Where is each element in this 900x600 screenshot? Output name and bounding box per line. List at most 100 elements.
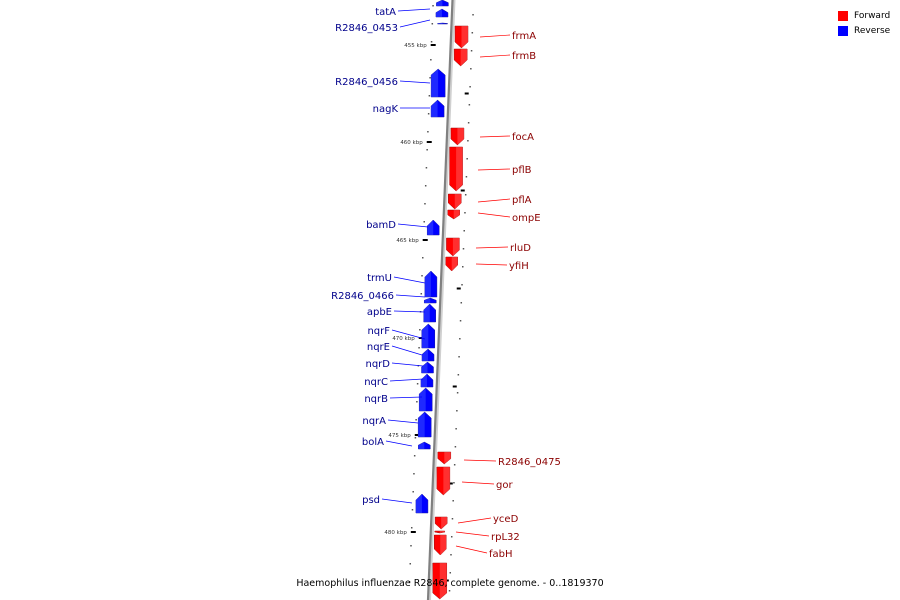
gene-label-bola[interactable]: bolA xyxy=(362,437,384,448)
gene-label-nqrf[interactable]: nqrF xyxy=(367,326,390,337)
legend-reverse-label: Reverse xyxy=(854,25,891,36)
minor-tick xyxy=(410,527,413,529)
gene-shade xyxy=(456,147,463,191)
gene-shade xyxy=(461,26,468,48)
gene-shade xyxy=(420,374,427,387)
minor-tick xyxy=(461,284,463,286)
leader-line xyxy=(475,246,509,249)
gene-label-foca[interactable]: focA xyxy=(512,132,534,143)
minor-tick xyxy=(449,572,452,574)
gene-label-nqre[interactable]: nqrE xyxy=(367,342,390,353)
gene-label-nagk[interactable]: nagK xyxy=(373,104,399,115)
gene-label-pflb[interactable]: pflB xyxy=(512,165,532,176)
major-tick xyxy=(430,44,436,46)
minor-tick xyxy=(460,302,463,304)
gene-label-nqrb[interactable]: nqrB xyxy=(364,394,388,405)
gene-label-nqrd[interactable]: nqrD xyxy=(366,359,391,370)
major-tick xyxy=(464,92,469,95)
minor-tick xyxy=(459,320,462,322)
minor-tick xyxy=(467,122,470,124)
gene-label-r2846-0456[interactable]: R2846_0456 xyxy=(335,77,398,88)
major-tick xyxy=(410,531,416,533)
scale-label: 480 kbp xyxy=(384,530,407,536)
minor-tick xyxy=(448,590,451,592)
genome-backbone xyxy=(426,0,454,600)
gene-shade xyxy=(441,517,448,529)
leader-line xyxy=(389,396,423,399)
gene-label-rpl32[interactable]: rpL32 xyxy=(491,532,520,543)
leader-line xyxy=(479,135,511,138)
map-caption: Haemophilus influenzae R2846, complete g… xyxy=(296,578,604,589)
minor-tick xyxy=(458,356,460,358)
leader-line xyxy=(477,212,511,218)
minor-tick xyxy=(462,248,465,250)
minor-tick xyxy=(464,194,467,196)
gene-label-tata[interactable]: tatA xyxy=(375,7,396,18)
gene-label-bamd[interactable]: bamD xyxy=(366,220,396,231)
scale-label: 460 kbp xyxy=(400,140,423,146)
minor-tick xyxy=(462,266,464,268)
minor-tick xyxy=(409,563,412,565)
gene-label-psd[interactable]: psd xyxy=(362,495,380,506)
leader-line xyxy=(389,378,424,382)
gene-label-ompe[interactable]: ompE xyxy=(512,213,541,224)
gene-shade xyxy=(451,257,458,271)
gene-label-gor[interactable]: gor xyxy=(496,480,513,491)
minor-tick xyxy=(428,95,431,97)
leader-line xyxy=(475,263,508,266)
minor-tick xyxy=(456,410,458,412)
minor-tick xyxy=(416,383,419,385)
gene-label-rlud[interactable]: rluD xyxy=(510,243,531,254)
scale-label: 455 kbp xyxy=(404,43,427,49)
gene-shade xyxy=(454,194,462,209)
gene-shade xyxy=(453,210,460,219)
leader-line xyxy=(393,310,426,313)
gene-label-frma[interactable]: frmA xyxy=(512,31,536,42)
gene-label-r2846-0466[interactable]: R2846_0466 xyxy=(331,291,394,302)
gene-label-apbe[interactable]: apbE xyxy=(367,307,392,318)
leader-line xyxy=(461,481,495,485)
leader-line xyxy=(463,459,497,462)
gene-label-fabh[interactable]: fabH xyxy=(489,549,513,560)
gene-shade xyxy=(452,238,460,256)
gene-label-frmb[interactable]: frmB xyxy=(512,51,536,62)
gene-label-r2846-0475[interactable]: R2846_0475 xyxy=(498,457,561,468)
gene-shade xyxy=(457,128,464,145)
gene-shade xyxy=(440,535,447,555)
minor-tick xyxy=(426,149,428,151)
gene-label-yced[interactable]: yceD xyxy=(493,514,519,525)
gene-label-trmu[interactable]: trmU xyxy=(367,273,392,284)
major-tick xyxy=(422,239,428,241)
leader-line xyxy=(385,440,413,447)
leader-line xyxy=(397,223,429,228)
leader-line xyxy=(397,8,431,12)
leader-line xyxy=(391,362,424,367)
major-tick xyxy=(460,189,465,192)
minor-tick xyxy=(452,500,454,502)
major-tick xyxy=(452,385,457,388)
gene-shade xyxy=(436,0,443,6)
gene-label-nqrc[interactable]: nqrC xyxy=(364,377,388,388)
gene-label-r2846-0453[interactable]: R2846_0453 xyxy=(335,23,398,34)
gene-label-nqra[interactable]: nqrA xyxy=(362,416,386,427)
scale-label: 470 kbp xyxy=(392,336,415,342)
minor-tick xyxy=(432,5,434,7)
gene-label-yfih[interactable]: yfiH xyxy=(509,261,529,272)
minor-tick xyxy=(431,23,434,25)
minor-tick xyxy=(429,77,431,79)
legend: Forward Reverse xyxy=(838,8,890,38)
minor-tick xyxy=(412,491,414,493)
minor-tick xyxy=(414,437,417,439)
gene-label-pfla[interactable]: pflA xyxy=(512,195,532,206)
minor-tick xyxy=(471,32,474,34)
scale-label: 465 kbp xyxy=(396,238,419,244)
minor-tick xyxy=(411,509,414,511)
minor-tick xyxy=(466,158,468,160)
gene-shade xyxy=(437,23,443,24)
leader-line xyxy=(455,531,490,537)
leader-line xyxy=(381,498,413,504)
minor-tick xyxy=(430,59,432,61)
minor-tick xyxy=(459,338,461,340)
leader-line xyxy=(457,517,492,524)
leader-line xyxy=(477,168,511,171)
